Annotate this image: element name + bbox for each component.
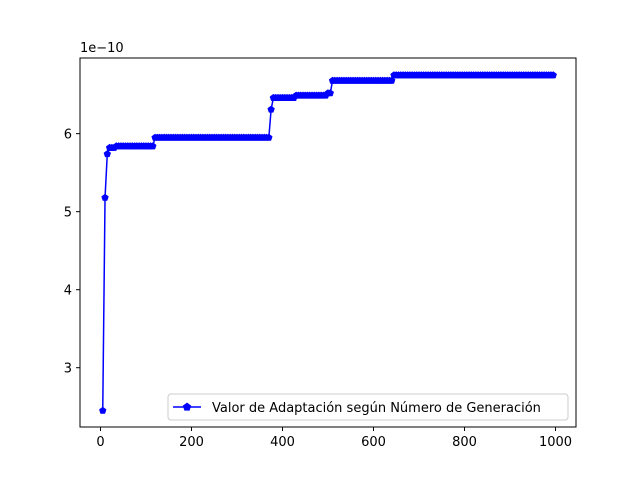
data-point [103, 150, 112, 158]
y-tick-label: 6 [64, 128, 72, 143]
y-tick-label: 4 [64, 284, 72, 299]
y-axis: 3 4 5 6 [64, 128, 80, 377]
data-point [549, 71, 557, 79]
y-offset-label: 1e−10 [80, 41, 124, 56]
legend-label: Valor de Adaptación según Número de Gene… [212, 401, 541, 416]
data-point [99, 406, 107, 414]
x-tick-label: 400 [270, 435, 295, 450]
data-point [267, 105, 275, 113]
x-tick-label: 0 [96, 435, 104, 450]
series-layer [99, 71, 557, 414]
data-point [265, 133, 273, 141]
data-point [101, 193, 109, 201]
x-tick-label: 200 [179, 435, 204, 450]
legend-box [167, 393, 569, 421]
plot-frame [79, 57, 577, 428]
legend[interactable]: Valor de Adaptación según Número de Gene… [167, 393, 569, 421]
x-tick-label: 800 [452, 435, 477, 450]
legend-marker [182, 402, 192, 411]
y-tick-label: 3 [64, 362, 72, 377]
x-tick-label: 600 [361, 435, 386, 450]
data-point [326, 89, 334, 97]
y-tick-label: 5 [64, 206, 72, 221]
x-axis: 0 200 400 600 800 1000 [96, 427, 572, 450]
data-point [149, 142, 157, 150]
x-tick-label: 1000 [539, 435, 572, 450]
data-point [387, 76, 396, 84]
